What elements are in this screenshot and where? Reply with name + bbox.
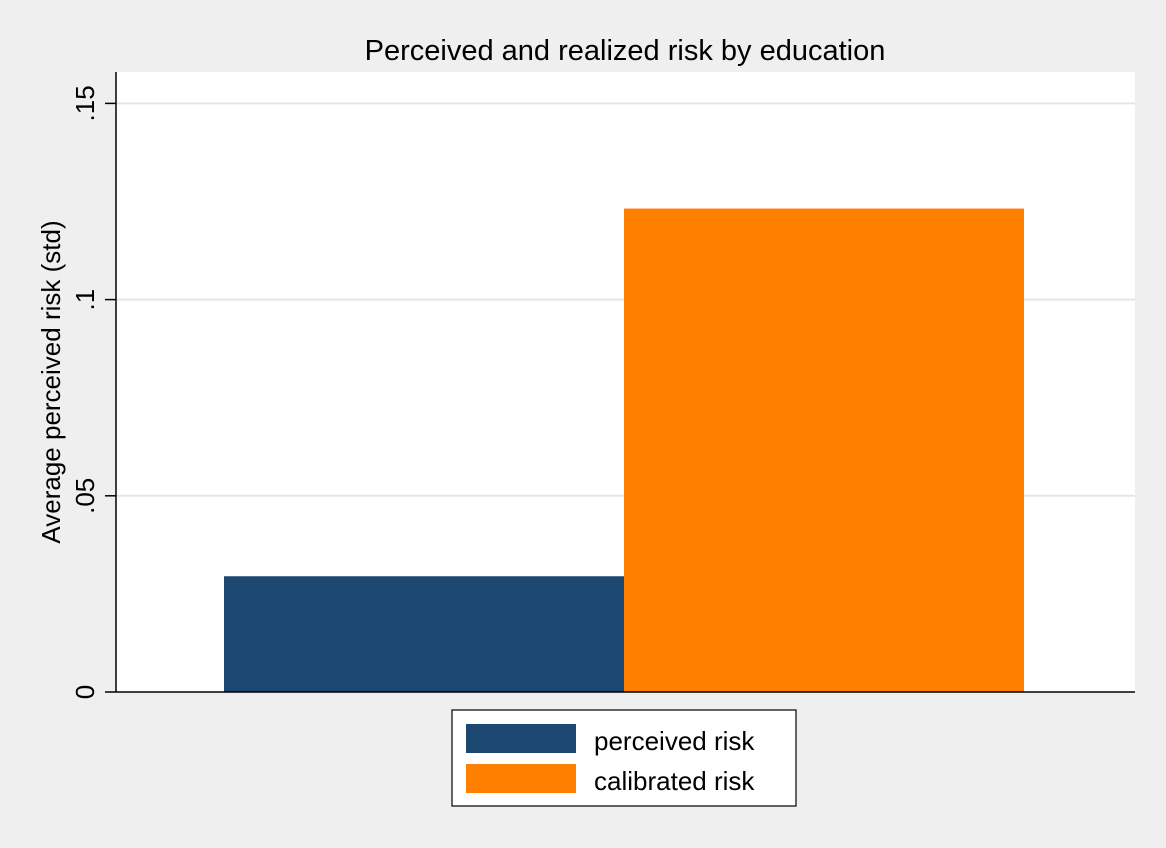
legend-swatch: [466, 764, 576, 793]
bar-perceived-risk: [224, 576, 624, 692]
legend-label: perceived risk: [594, 726, 755, 756]
legend: perceived risk calibrated risk: [451, 709, 797, 807]
bars: [224, 208, 1024, 693]
y-tick-label: .15: [70, 85, 100, 121]
legend-swatch: [466, 724, 576, 753]
legend-label: calibrated risk: [594, 766, 755, 796]
y-tick-label: .1: [70, 289, 100, 311]
y-axis: 0 .05 .1 .15: [70, 72, 1135, 699]
y-tick-label: .05: [70, 478, 100, 514]
chart-title: Perceived and realized risk by education: [365, 35, 886, 67]
y-tick-label: 0: [70, 685, 100, 699]
bar-calibrated-risk: [624, 208, 1024, 693]
y-axis-label: Average perceived risk (std): [36, 220, 66, 543]
